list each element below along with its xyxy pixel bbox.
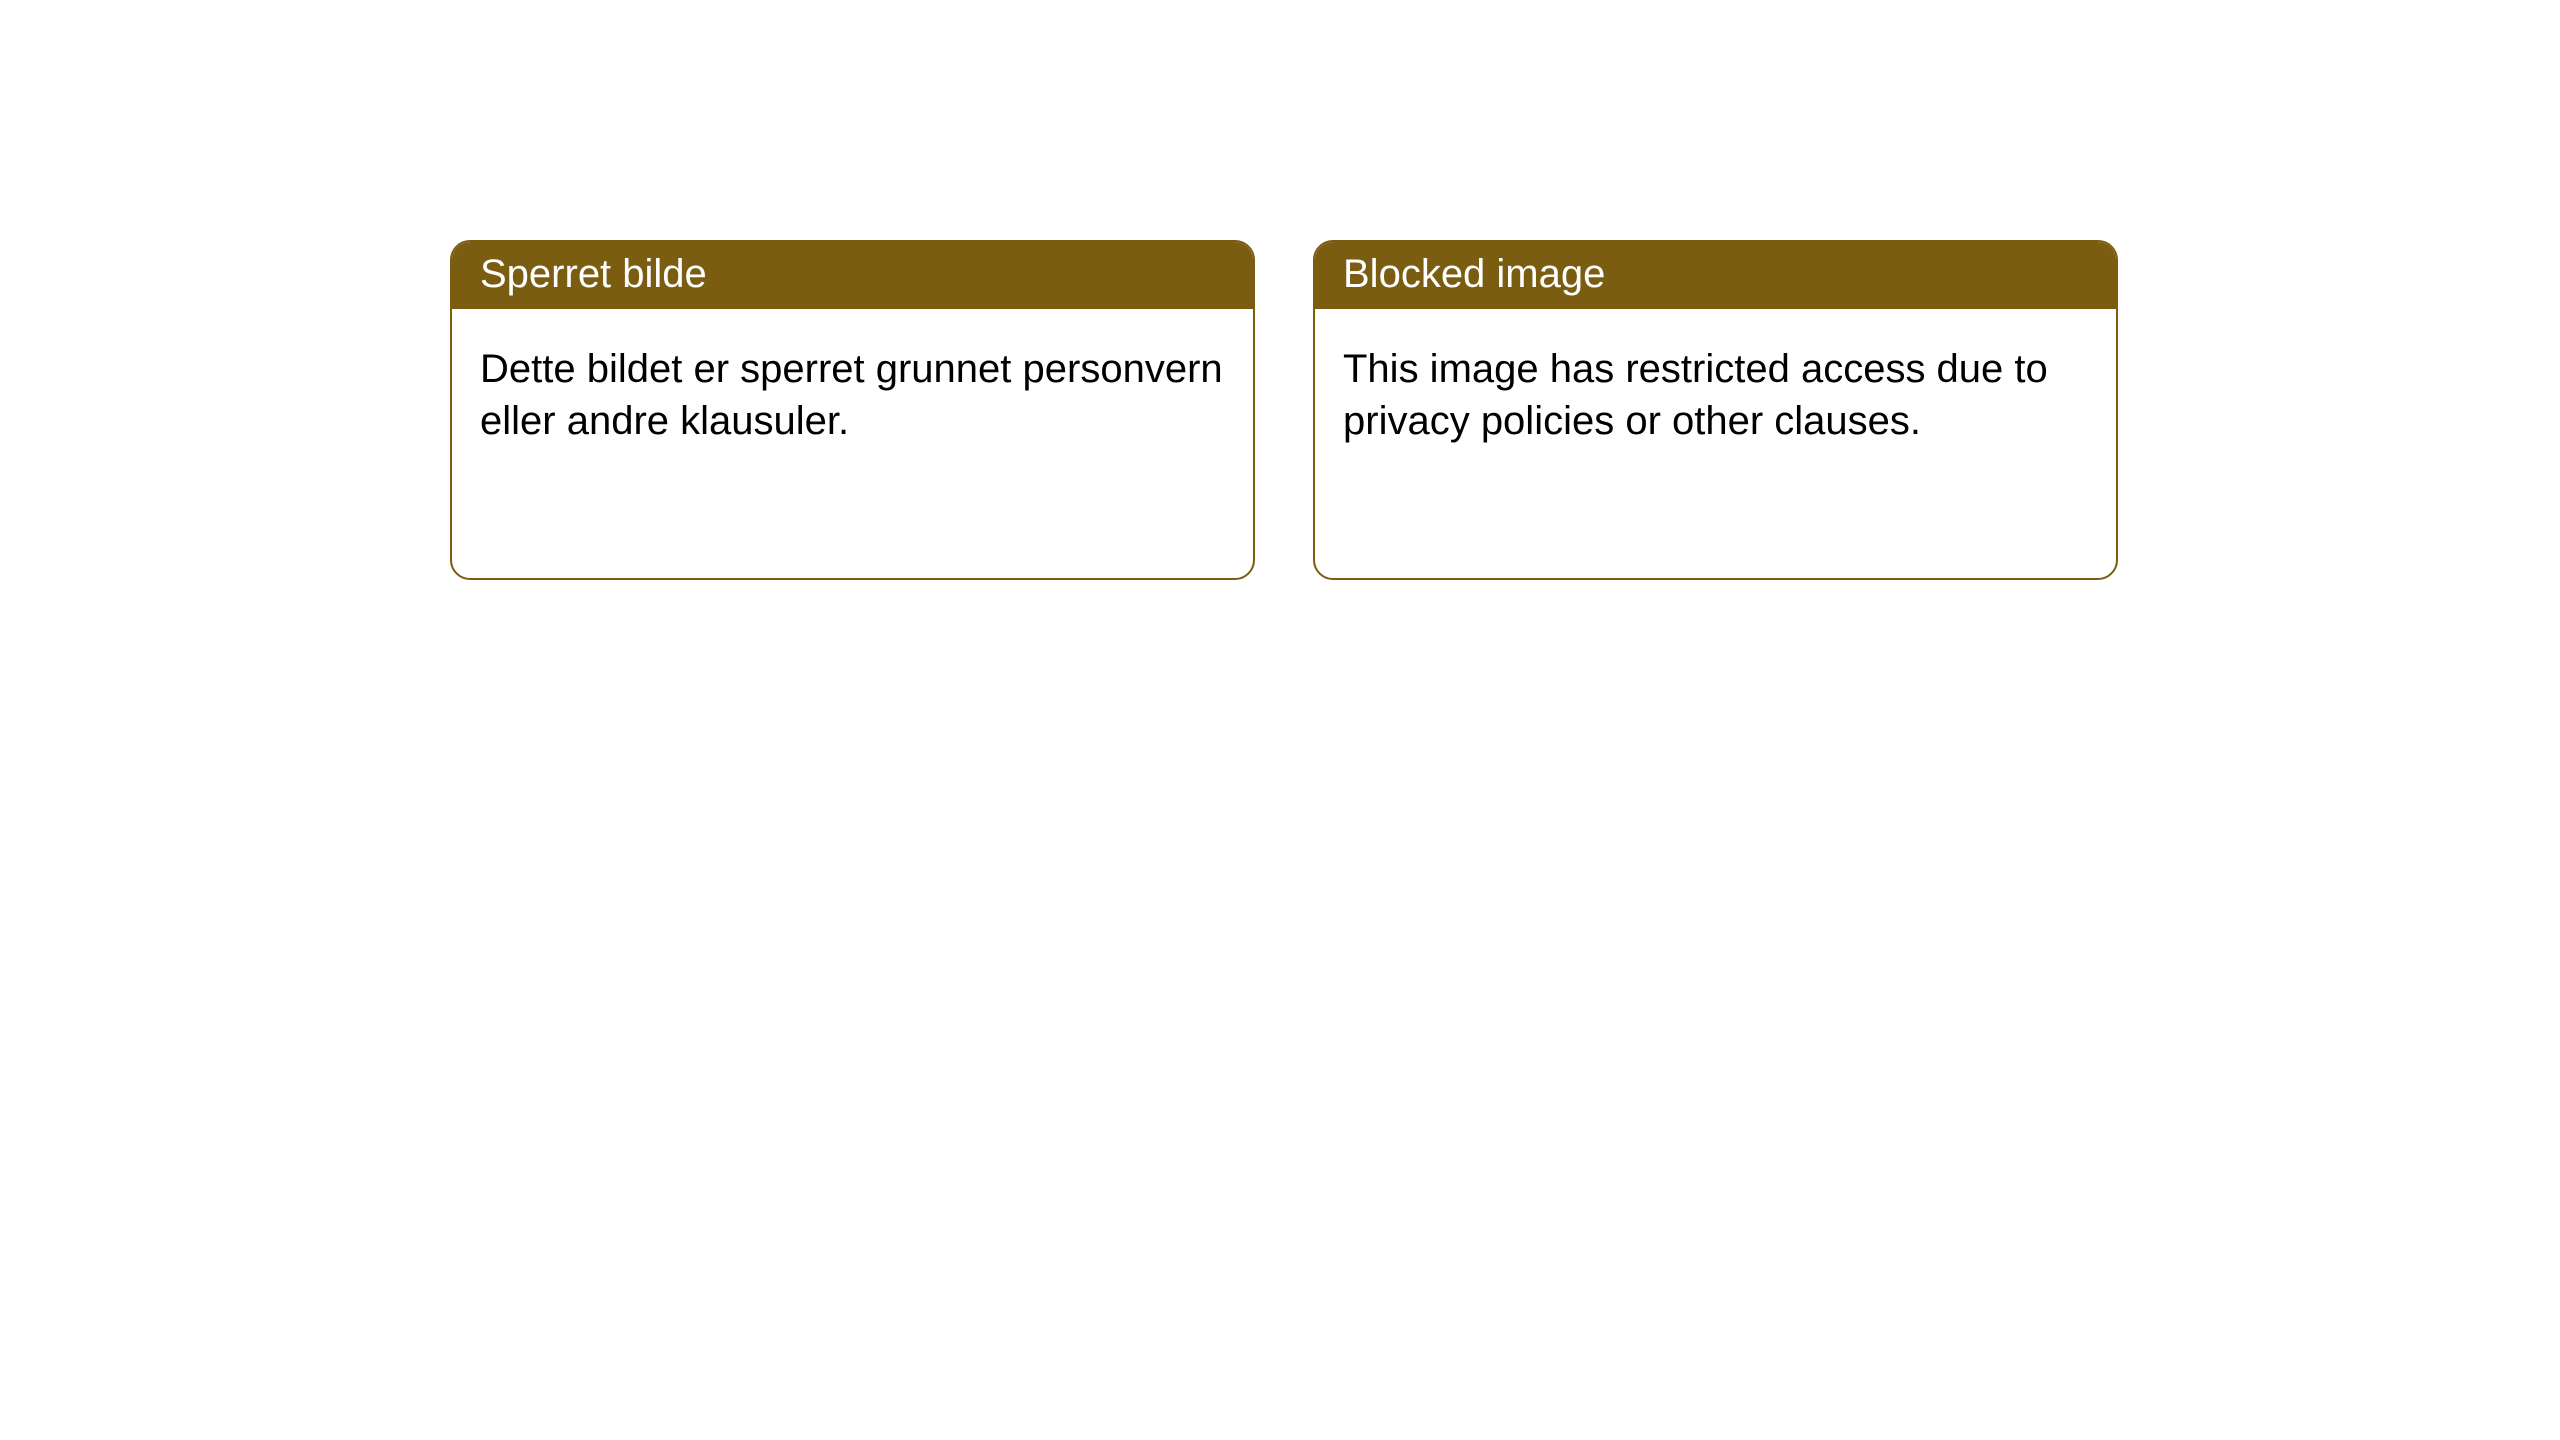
notice-card-norwegian: Sperret bilde Dette bildet er sperret gr… (450, 240, 1255, 580)
notice-card-body: This image has restricted access due to … (1315, 309, 2116, 481)
notice-card-title: Sperret bilde (452, 242, 1253, 309)
notice-card-english: Blocked image This image has restricted … (1313, 240, 2118, 580)
notice-card-body: Dette bildet er sperret grunnet personve… (452, 309, 1253, 481)
notice-card-title: Blocked image (1315, 242, 2116, 309)
notice-cards-container: Sperret bilde Dette bildet er sperret gr… (450, 240, 2560, 580)
